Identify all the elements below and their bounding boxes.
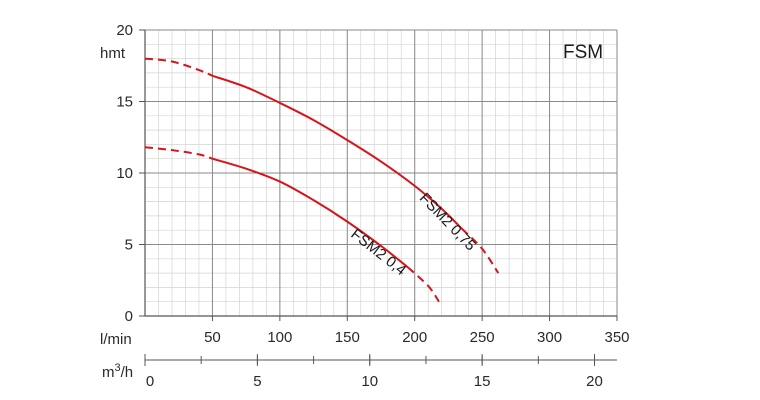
x-tick-label: 100 <box>267 329 292 346</box>
x2-tick-label: 0 <box>146 373 154 390</box>
major-grid <box>144 29 618 317</box>
x2-title-suffix: /h <box>121 364 134 381</box>
y-tick-label: 5 <box>125 237 133 254</box>
secondary-x-axis-title: m3/h <box>102 362 133 381</box>
y-axis-title: hmt <box>100 45 126 62</box>
x2-tick-label: 10 <box>361 373 378 390</box>
x2-tick-label: 15 <box>474 373 491 390</box>
curve-fsm2-075-dashed-start <box>144 57 213 77</box>
curve-fsm2-04-dashed-start <box>144 146 213 160</box>
y-tick-label: 10 <box>116 165 133 182</box>
x2-tick-label: 5 <box>253 373 261 390</box>
curve-fsm2-075-dashed-end <box>461 228 500 274</box>
y-axis-ticks: 0 5 10 15 20 <box>116 22 145 325</box>
y-tick-label: 0 <box>125 308 133 325</box>
x-tick-label: 350 <box>604 329 629 346</box>
x2-title-sup: 3 <box>115 362 121 374</box>
curve-fsm2-075-solid <box>212 74 463 230</box>
y-tick-label: 20 <box>116 22 133 39</box>
y-tick-label: 15 <box>116 94 133 111</box>
chart-title: FSM <box>563 42 603 63</box>
x-axis-ticks: 50 100 150 200 250 300 350 <box>204 316 630 346</box>
x2-title-prefix: m <box>102 364 115 381</box>
pump-curves <box>144 57 500 303</box>
curve-fsm2-04-dashed-end <box>407 266 440 303</box>
curve-fsm2-04-solid <box>212 157 409 269</box>
x2-tick-label: 20 <box>586 373 603 390</box>
x-tick-label: 150 <box>335 329 360 346</box>
x-tick-label: 50 <box>204 329 221 346</box>
x-axis-title: l/min <box>100 331 132 348</box>
x-tick-label: 300 <box>537 329 562 346</box>
secondary-x-axis: 0 5 10 15 20 <box>144 354 617 390</box>
x-tick-label: 250 <box>470 329 495 346</box>
x-tick-label: 200 <box>402 329 427 346</box>
